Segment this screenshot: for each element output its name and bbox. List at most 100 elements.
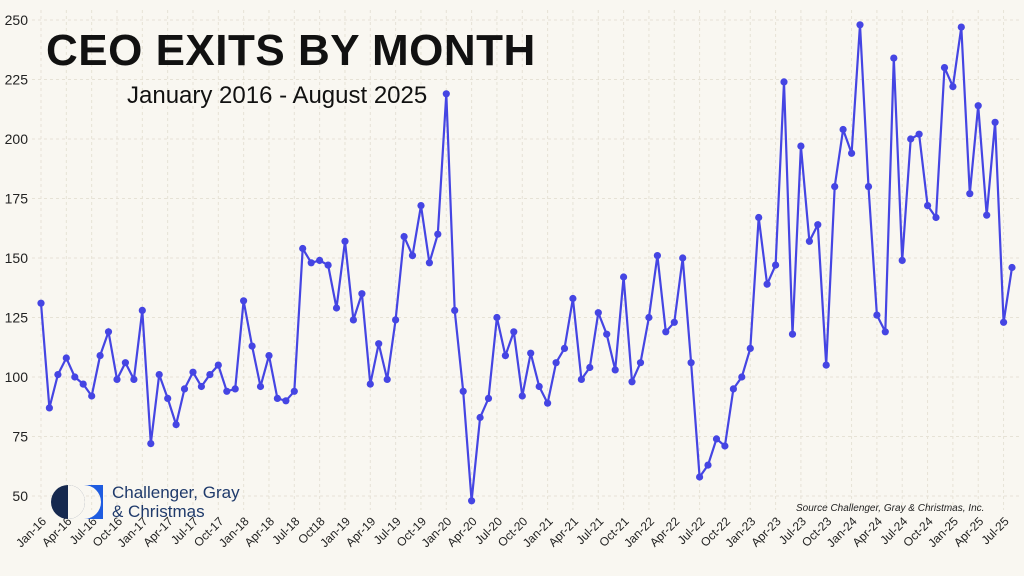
- data-point: [79, 380, 87, 388]
- data-point: [484, 394, 493, 402]
- data-point: [265, 352, 273, 360]
- data-point: [518, 392, 526, 400]
- data-point: [670, 318, 678, 326]
- chart-title: CEO EXITS BY MONTH: [46, 26, 536, 75]
- data-point: [341, 237, 349, 245]
- data-point: [552, 359, 560, 367]
- data-point: [611, 366, 619, 374]
- data-point: [932, 213, 940, 222]
- data-point: [620, 273, 628, 281]
- data-point: [544, 399, 552, 407]
- data-point: [206, 371, 214, 379]
- data-point: [755, 213, 763, 222]
- x-tick-label: Apr-20: [444, 514, 480, 550]
- data-point: [924, 202, 932, 210]
- data-point: [324, 261, 332, 269]
- data-point: [316, 256, 324, 264]
- data-point: [197, 382, 205, 391]
- data-point: [822, 361, 830, 369]
- data-point: [366, 380, 374, 388]
- x-tick-label: Apr-19: [343, 514, 379, 550]
- data-point: [147, 440, 155, 448]
- data-point: [974, 102, 982, 110]
- y-tick-label: 250: [5, 12, 29, 28]
- data-point: [256, 382, 265, 391]
- data-points: [37, 21, 1016, 505]
- data-point: [881, 328, 889, 336]
- data-point: [434, 230, 442, 238]
- data-point: [358, 290, 366, 298]
- y-tick-label: 225: [5, 72, 29, 88]
- data-point: [400, 233, 408, 241]
- y-tick-label: 175: [5, 191, 29, 207]
- data-point: [299, 244, 307, 253]
- y-tick-label: 150: [5, 250, 29, 266]
- data-point: [62, 354, 70, 362]
- data-point: [636, 359, 645, 367]
- data-point: [468, 497, 476, 505]
- data-point: [130, 375, 138, 383]
- data-point: [290, 387, 298, 395]
- data-point: [704, 461, 712, 469]
- x-tick-label: Apr-22: [647, 514, 683, 550]
- data-point: [282, 397, 290, 405]
- data-point: [138, 306, 146, 314]
- challenger-logo-icon: [51, 485, 103, 519]
- data-point: [121, 359, 129, 367]
- data-point: [155, 371, 163, 379]
- data-point: [940, 64, 949, 72]
- data-point: [797, 142, 805, 150]
- data-point: [451, 306, 459, 314]
- data-point: [729, 385, 738, 393]
- y-tick-label: 50: [12, 488, 28, 504]
- y-tick-label: 200: [5, 131, 29, 147]
- data-point: [96, 352, 104, 360]
- data-point: [839, 125, 847, 134]
- data-point: [104, 328, 113, 336]
- data-point: [71, 373, 79, 381]
- data-point: [45, 404, 54, 412]
- data-point: [1008, 263, 1016, 272]
- data-point: [653, 252, 662, 260]
- data-point: [780, 78, 788, 86]
- data-point: [307, 259, 315, 267]
- data-point: [898, 256, 906, 264]
- logo-line-2: & Christmas: [112, 502, 205, 521]
- data-point: [273, 394, 281, 402]
- y-axis: 50 75 100 125 150 175 200 225 250: [5, 12, 29, 504]
- data-point: [890, 54, 898, 62]
- data-point: [88, 392, 96, 400]
- data-point: [687, 359, 695, 367]
- data-point: [383, 375, 391, 383]
- x-tick-label: Apr-18: [242, 514, 278, 550]
- data-point: [696, 473, 704, 481]
- data-point: [231, 385, 239, 393]
- data-point: [459, 387, 467, 395]
- data-point: [113, 375, 121, 383]
- logo-wordmark: Challenger, Gray & Christmas: [112, 483, 240, 521]
- x-tick-label: Apr-21: [546, 514, 582, 550]
- data-point: [189, 368, 197, 376]
- data-point: [425, 259, 433, 267]
- data-point: [408, 252, 417, 260]
- data-point: [569, 294, 577, 303]
- data-point: [873, 311, 881, 319]
- data-point: [417, 202, 425, 210]
- data-point: [772, 261, 780, 269]
- x-tick-label: Apr-23: [748, 514, 784, 550]
- data-point: [240, 297, 248, 305]
- y-tick-label: 125: [5, 310, 29, 326]
- data-point: [594, 309, 602, 317]
- data-point: [603, 330, 611, 338]
- data-point: [172, 421, 180, 429]
- data-point: [957, 23, 965, 31]
- data-point: [738, 373, 746, 381]
- data-point: [746, 344, 754, 352]
- data-point: [442, 90, 450, 98]
- data-point: [248, 342, 256, 350]
- data-point: [392, 316, 400, 324]
- data-point: [763, 280, 771, 288]
- data-point: [662, 328, 670, 336]
- data-point: [560, 344, 569, 352]
- data-point: [535, 382, 543, 391]
